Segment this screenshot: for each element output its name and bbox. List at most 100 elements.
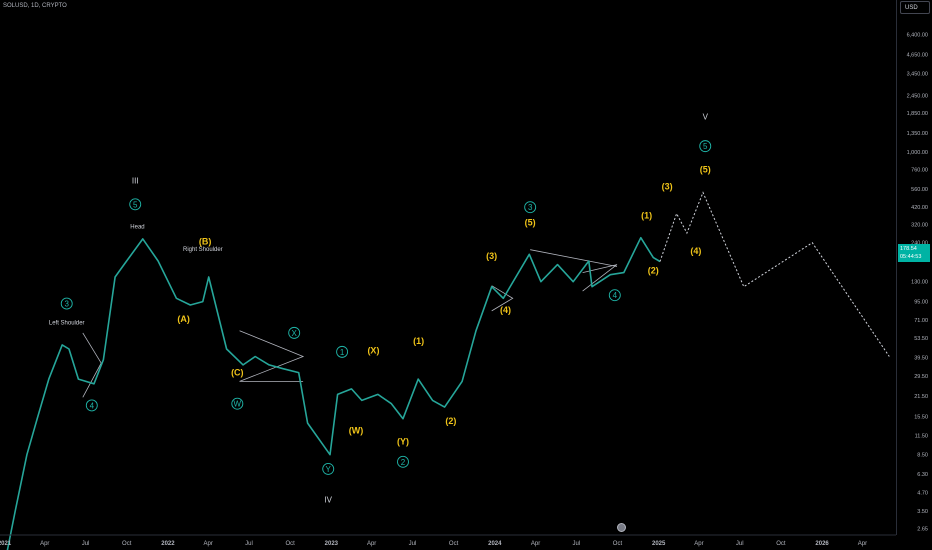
- wave-label: (2): [648, 265, 659, 275]
- wave-label: (B): [199, 236, 212, 246]
- wave-label: (4): [500, 305, 511, 315]
- pattern-line: [530, 249, 618, 267]
- x-tick-label: Oct: [449, 541, 459, 547]
- price-scale-panel[interactable]: [896, 0, 932, 535]
- y-tick-label: 4.70: [917, 490, 928, 496]
- y-tick-label: 130.00: [911, 280, 928, 286]
- y-tick-label: 3,450.00: [907, 72, 928, 78]
- y-tick-label: 1,350.00: [907, 131, 928, 137]
- x-tick-label: Jul: [245, 541, 253, 547]
- y-tick-label: 3.50: [917, 509, 928, 515]
- x-tick-label: Oct: [122, 541, 132, 547]
- wave-label: (2): [445, 416, 456, 426]
- wave-label: 3: [60, 297, 73, 310]
- y-tick-label: 8.50: [917, 453, 928, 459]
- currency-selector[interactable]: USD: [900, 1, 930, 14]
- wave-label-text: X: [292, 329, 298, 338]
- wave-label: Y: [322, 462, 335, 475]
- wave-label: (X): [367, 345, 379, 355]
- x-tick-label: Oct: [285, 541, 295, 547]
- pattern-annotations: Left Shoulder Head Right Shoulder: [49, 225, 223, 327]
- wave-label-circle: [288, 326, 301, 339]
- y-tick-label: 53.50: [914, 336, 928, 342]
- wave-label-text: Y: [326, 465, 332, 474]
- wave-label: W: [231, 397, 244, 410]
- pattern-line: [582, 264, 618, 292]
- wave-label: III: [132, 176, 139, 185]
- wave-label-text: 5: [133, 200, 138, 209]
- wave-label: (4): [690, 246, 701, 256]
- wave-label: (1): [413, 336, 424, 346]
- current-price-value: 178.54: [900, 246, 917, 252]
- wave-label: (Y): [397, 436, 409, 446]
- y-tick-label: 2.65: [917, 527, 928, 533]
- wave-label: X: [288, 326, 301, 339]
- wave-label: (3): [662, 182, 673, 192]
- y-tick-label: 11.50: [915, 434, 928, 440]
- x-tick-label: Apr: [367, 541, 376, 547]
- pattern-line: [82, 332, 102, 398]
- calendar-icon[interactable]: [617, 523, 626, 532]
- x-tick-label: 2023: [325, 541, 339, 547]
- wave-label-circle: [699, 140, 712, 153]
- x-tick-label: Oct: [613, 541, 623, 547]
- y-tick-label: 2,450.00: [907, 93, 928, 99]
- x-tick-label: 2021: [0, 541, 12, 547]
- y-tick-label: 95.00: [914, 300, 928, 306]
- x-axis: 2021 Apr Jul Oct 2022 Apr Jul Oct 2023 Apr Jul Oct 2…: [0, 534, 896, 547]
- x-tick-label: 2025: [652, 541, 666, 547]
- wave-label: 5: [699, 140, 712, 153]
- wave-label-circle: [322, 462, 335, 475]
- y-tick-label: 71.00: [914, 318, 928, 324]
- wave-label: V: [703, 113, 709, 122]
- pattern-annotation: Right Shoulder: [183, 247, 223, 253]
- pattern-line: [491, 285, 514, 312]
- wave-label: (W): [349, 425, 364, 435]
- wave-label: 3: [524, 201, 537, 214]
- wave-label: (A): [177, 314, 190, 324]
- bar-countdown: 05:44:53: [900, 254, 922, 260]
- x-tick-label: Oct: [776, 541, 786, 547]
- wave-label-circle: [129, 198, 142, 211]
- wave-label: (5): [700, 165, 711, 175]
- y-tick-label: 320.00: [911, 222, 928, 228]
- wave-label-circle: [524, 201, 537, 214]
- pattern-annotation: Left Shoulder: [49, 321, 85, 327]
- wave-label-text: W: [234, 400, 242, 409]
- y-tick-label: 1,850.00: [907, 111, 928, 117]
- y-tick-label: 240.00: [911, 241, 928, 247]
- y-tick-label: 1,000.00: [907, 150, 928, 156]
- x-tick-label: 2024: [488, 541, 502, 547]
- wave-label-text: 5: [703, 142, 708, 151]
- wave-label-text: 4: [90, 401, 95, 410]
- y-tick-label: 39.50: [914, 355, 928, 361]
- y-tick-label: 15.50: [914, 415, 928, 421]
- x-tick-label: Jul: [572, 541, 580, 547]
- x-tick-label: Jul: [82, 541, 90, 547]
- y-axis: 6,400.00 4,650.00 3,450.00 2,450.00 1,850.00…: [907, 32, 928, 532]
- projection-series: [659, 191, 890, 357]
- wave-label-circle: [608, 289, 621, 302]
- x-tick-label: Apr: [858, 541, 867, 547]
- price-line: [6, 236, 661, 550]
- pattern-lines: [82, 249, 618, 398]
- y-tick-label: 760.00: [911, 168, 928, 174]
- x-tick-label: Apr: [531, 541, 540, 547]
- y-tick-label: 420.00: [911, 205, 928, 211]
- y-tick-label: 6.30: [917, 472, 928, 478]
- wave-label-circle: [231, 397, 244, 410]
- wave-label-text: 2: [401, 458, 406, 467]
- x-tick-label: 2022: [161, 541, 175, 547]
- wave-label-text: 1: [340, 348, 345, 357]
- y-tick-label: 6,400.00: [907, 32, 928, 38]
- wave-label: (3): [486, 251, 497, 261]
- x-tick-label: Apr: [40, 541, 49, 547]
- projection-path: [659, 191, 890, 357]
- wave-label-circle: [336, 345, 349, 358]
- wave-label: 4: [85, 399, 98, 412]
- wave-label-text: 3: [64, 300, 69, 309]
- wave-label: 4: [608, 289, 621, 302]
- wave-label-circle: [60, 297, 73, 310]
- wave-label: (C): [231, 368, 244, 378]
